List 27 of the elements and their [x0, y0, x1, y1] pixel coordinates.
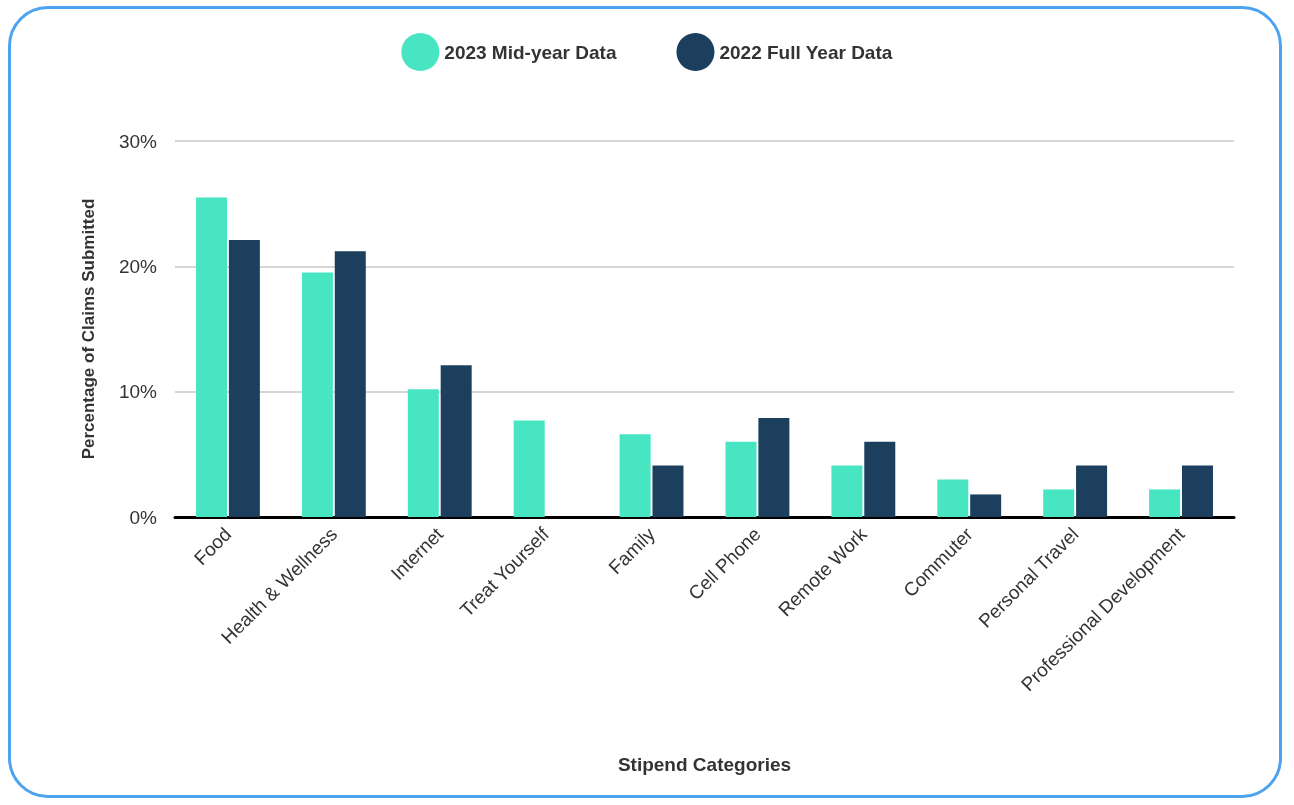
bar	[864, 441, 896, 517]
bar	[619, 434, 651, 517]
legend-label: 2023 Mid-year Data	[444, 41, 617, 63]
y-tick-label: 10%	[118, 381, 158, 403]
bar	[440, 365, 472, 517]
bar	[196, 197, 228, 517]
x-axis-title: Stipend Categories	[617, 754, 792, 775]
y-tick-label: 20%	[118, 255, 158, 277]
bar	[334, 251, 366, 517]
bar	[970, 494, 1002, 517]
bar	[407, 389, 439, 517]
bar	[228, 240, 260, 517]
bar	[652, 465, 684, 517]
bar	[1043, 489, 1075, 517]
y-tick-label: 30%	[118, 130, 158, 152]
y-tick-label: 0%	[129, 506, 158, 528]
bar	[513, 420, 545, 517]
bar	[1076, 465, 1108, 517]
legend-label: 2022 Full Year Data	[719, 41, 893, 63]
bar	[725, 441, 757, 517]
bar	[1181, 465, 1213, 517]
bar	[831, 465, 863, 517]
y-axis-title: Percentage of Claims Submitted	[79, 198, 98, 460]
bar	[758, 417, 790, 517]
bar	[301, 272, 333, 517]
bar	[1149, 489, 1181, 517]
bar	[937, 479, 969, 517]
